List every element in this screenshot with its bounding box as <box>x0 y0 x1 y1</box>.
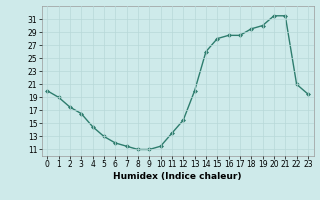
X-axis label: Humidex (Indice chaleur): Humidex (Indice chaleur) <box>113 172 242 181</box>
